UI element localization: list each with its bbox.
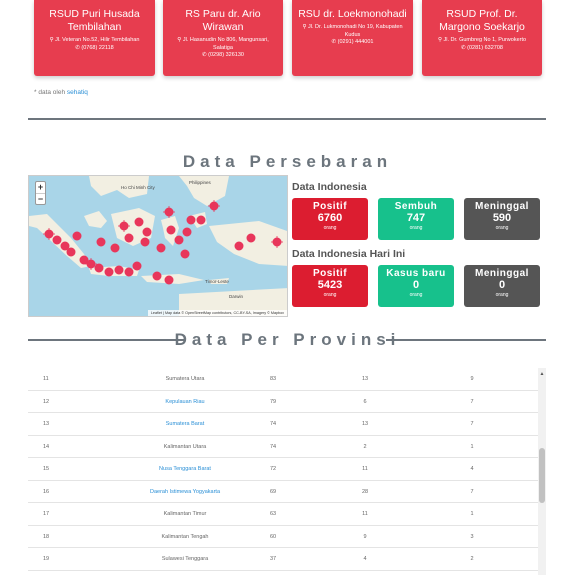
map-label: Ho Chi Minh City bbox=[121, 185, 155, 190]
stat-box-sembuh: Sembuh 747 orang bbox=[378, 198, 454, 240]
data-source-note: * data oleh sehatiq bbox=[34, 89, 88, 96]
stat-heading-today: Data Indonesia Hari Ini bbox=[292, 248, 406, 260]
stat-box-positif: Positif 6760 orang bbox=[292, 198, 368, 240]
province-table: 11 Sumatera Utara 83 13 9 12 Kepulauan R… bbox=[28, 368, 538, 575]
stat-box-meninggal-today: Meninggal 0 orang bbox=[464, 265, 540, 307]
zoom-out-button[interactable]: − bbox=[36, 193, 45, 204]
map-pin-icon: ⚲ bbox=[49, 37, 54, 43]
hospital-phone: (0291) 444001 bbox=[337, 39, 374, 45]
map-pin-icon: ⚲ bbox=[177, 37, 182, 43]
table-row: 17 Kalimantan Timur 63 11 1 bbox=[28, 503, 538, 526]
map-attribution: Leaflet | Map data © OpenStreetMap contr… bbox=[147, 310, 287, 316]
province-name: Kalimantan Utara bbox=[163, 443, 207, 450]
phone-icon: ✆ bbox=[75, 44, 80, 51]
table-row: 16 Daerah Istimewa Yogyakarta 69 28 7 bbox=[28, 481, 538, 503]
stat-box-meninggal: Meninggal 590 orang bbox=[464, 198, 540, 240]
province-link[interactable]: Nusa Tenggara Barat bbox=[159, 466, 211, 472]
zoom-in-button[interactable]: + bbox=[37, 182, 44, 192]
province-link[interactable]: Sumatera Barat bbox=[165, 421, 205, 427]
stat-heading-indonesia: Data Indonesia bbox=[292, 181, 367, 193]
hospital-address: Jl. Hasanudin No 806, Mangunsari, Salati… bbox=[182, 37, 269, 51]
phone-icon: ✆ bbox=[202, 52, 207, 58]
stat-box-positif-today: Positif 5423 orang bbox=[292, 265, 368, 307]
phone-icon: ✆ bbox=[331, 39, 337, 45]
table-scrollbar[interactable]: ▲ bbox=[538, 368, 546, 575]
hospital-address: Jl. Veteran No.52, Hilir Tembilahan bbox=[55, 37, 140, 43]
province-link[interactable]: Kepulauan Riau bbox=[165, 398, 205, 405]
table-row: 13 Sumatera Barat 74 13 7 bbox=[28, 413, 538, 436]
map-pin-icon: ⚲ bbox=[302, 24, 307, 30]
map-view[interactable]: + − Ho Chi Minh City Philippines Timor-L… bbox=[28, 175, 288, 317]
hospital-phone: (0298) 326130 bbox=[208, 52, 244, 58]
hospital-phone: (0768) 22118 bbox=[81, 44, 114, 51]
hospital-card[interactable]: RS Paru dr. Ario Wirawan ⚲ Jl. Hasanudin… bbox=[163, 0, 283, 76]
scroll-thumb[interactable] bbox=[539, 448, 545, 503]
table-row: 12 Kepulauan Riau 79 6 7 bbox=[28, 391, 538, 413]
table-row: 14 Kalimantan Utara 74 2 1 bbox=[28, 436, 538, 458]
hospital-address: Jl. Dr. Gumbreg No 1, Purwokerto bbox=[443, 37, 527, 43]
divider bbox=[28, 118, 546, 120]
hospital-cards: RSUD Puri Husada Tembilahan ⚲ Jl. Vetera… bbox=[0, 0, 575, 78]
source-link[interactable]: sehatiq bbox=[66, 89, 88, 96]
zoom-control: + − bbox=[35, 181, 46, 205]
hospital-name: RS Paru dr. Ario Wirawan bbox=[185, 8, 261, 33]
divider bbox=[28, 339, 186, 341]
map-canvas bbox=[29, 176, 287, 316]
section-title-provinsi: Data Per Provinsi bbox=[174, 330, 401, 349]
divider bbox=[386, 339, 546, 341]
table-row: 15 Nusa Tenggara Barat 72 11 4 bbox=[28, 458, 538, 481]
table-row: 19 Sulawesi Tenggara 37 4 2 bbox=[28, 548, 538, 571]
section-title-persebaran: Data Persebaran bbox=[182, 152, 393, 171]
province-name: Kalimantan Timur bbox=[163, 511, 207, 517]
map-label: Timor-Leste bbox=[205, 279, 229, 284]
table-row: 18 Kalimantan Tengah 60 9 3 bbox=[28, 526, 538, 548]
hospital-card[interactable]: RSUD Puri Husada Tembilahan ⚲ Jl. Vetera… bbox=[34, 0, 155, 76]
map-pin-icon: ⚲ bbox=[437, 37, 442, 43]
hospital-card[interactable]: RSUD Prof. Dr. Margono Soekarjo ⚲ Jl. Dr… bbox=[422, 0, 542, 76]
map-label: Darwin bbox=[229, 294, 244, 299]
scroll-up-arrow-icon[interactable]: ▲ bbox=[539, 371, 545, 377]
map-label: Philippines bbox=[189, 180, 211, 185]
hospital-address: Jl. Dr. Lukmonohadi No 19, Kabupaten Kud… bbox=[308, 24, 403, 38]
province-name: Sulawesi Tenggara bbox=[161, 556, 209, 562]
hospital-name: RSUD Prof. Dr. Margono Soekarjo bbox=[439, 8, 525, 33]
hospital-name: RSUD Puri Husada Tembilahan bbox=[49, 8, 140, 33]
hospital-card[interactable]: RSU dr. Loekmonohadi ⚲ Jl. Dr. Lukmonoha… bbox=[292, 0, 413, 76]
phone-icon: ✆ bbox=[461, 44, 466, 51]
hospital-phone: (0281) 632708 bbox=[467, 44, 503, 51]
province-name: Kalimantan Tengah bbox=[161, 533, 209, 540]
table-row: 11 Sumatera Utara 83 13 9 bbox=[28, 368, 538, 391]
province-name: Sumatera Utara bbox=[165, 376, 205, 382]
hospital-name: RSU dr. Loekmonohadi bbox=[298, 8, 407, 20]
stat-box-kasus-baru: Kasus baru 0 orang bbox=[378, 265, 454, 307]
province-link[interactable]: Daerah Istimewa Yogyakarta bbox=[149, 488, 220, 495]
